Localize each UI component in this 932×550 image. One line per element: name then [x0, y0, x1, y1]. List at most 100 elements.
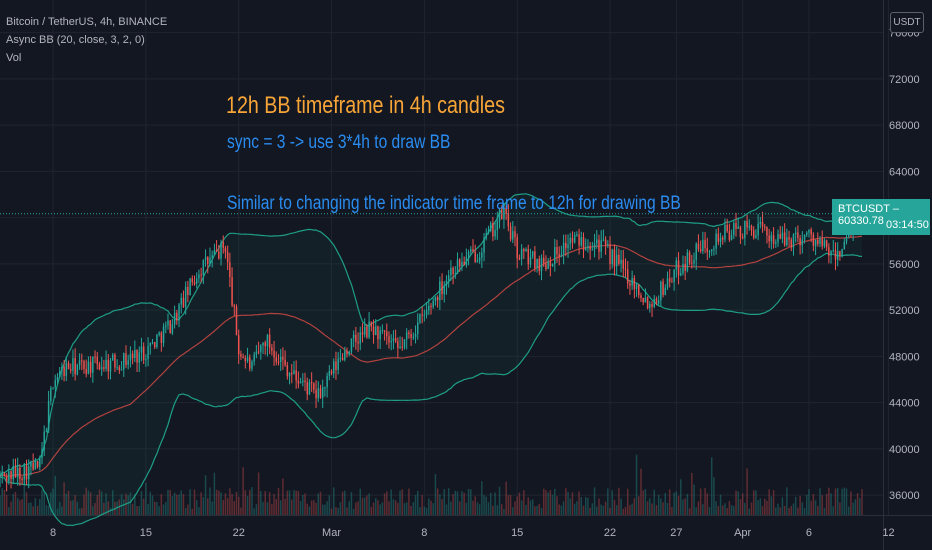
candle-body: [715, 233, 717, 249]
volume-bar: [766, 500, 768, 515]
volume-bar: [775, 507, 777, 515]
candle-body: [649, 303, 651, 309]
volume-bar: [746, 468, 748, 515]
candle-body: [523, 249, 525, 252]
candle-body: [156, 334, 158, 348]
candle-body: [357, 341, 359, 344]
candle-body: [381, 330, 384, 332]
volume-bar: [609, 507, 611, 515]
candle-body: [419, 314, 421, 323]
candle-body: [582, 237, 585, 250]
y-tick-label: 44000: [889, 398, 920, 410]
volume-bar: [363, 497, 366, 515]
candle-body: [226, 252, 229, 263]
volume-bar: [405, 502, 408, 515]
volume-bar: [748, 508, 751, 515]
volume-bar: [556, 496, 558, 515]
volume-bar: [512, 507, 514, 515]
candle-body: [268, 334, 271, 348]
volume-bar: [341, 491, 344, 515]
volume-bar: [527, 497, 530, 515]
annotation-sync[interactable]: sync = 3 -> use 3*4h to draw BB: [227, 132, 451, 153]
candle-body: [344, 351, 346, 360]
candle-body: [244, 357, 247, 361]
candle-body: [801, 239, 804, 246]
volume-bar: [633, 498, 636, 515]
candle-body: [626, 269, 629, 284]
candle-body: [299, 382, 302, 384]
candle-body: [724, 224, 726, 240]
volume-bar: [58, 501, 61, 515]
volume-bar: [626, 488, 629, 515]
candle-body: [52, 387, 54, 389]
legend-symbol[interactable]: Bitcoin / TetherUS, 4h, BINANCE: [6, 16, 168, 28]
volume-bar: [611, 490, 613, 515]
volume-bar: [339, 502, 342, 515]
candle-body: [116, 367, 118, 369]
candle-body: [134, 349, 136, 359]
candle-body: [748, 225, 751, 228]
candle-body: [291, 372, 293, 375]
annotation-title[interactable]: 12h BB timeframe in 4h candles: [226, 92, 505, 119]
volume-bar: [474, 496, 476, 515]
candle-body: [127, 360, 129, 365]
candle-body: [158, 332, 160, 335]
candle-body: [10, 471, 12, 480]
volume-bar: [83, 494, 85, 515]
volume-bar: [737, 491, 739, 515]
candle-body: [414, 333, 417, 337]
candle-body: [253, 354, 255, 362]
candle-body: [54, 380, 57, 388]
volume-bar: [607, 488, 609, 515]
candle-body: [693, 259, 695, 264]
candle-body: [673, 269, 675, 282]
candle-body: [461, 261, 463, 267]
candle-body: [781, 232, 784, 239]
candle-body: [439, 281, 441, 301]
candle-body: [759, 221, 762, 224]
volume-bar: [41, 489, 43, 515]
volume-bar: [819, 488, 821, 515]
candle-body: [405, 332, 408, 340]
volume-bar: [832, 506, 835, 515]
candle-body: [293, 370, 295, 375]
volume-bar: [600, 504, 602, 515]
volume-bar: [74, 495, 76, 515]
volume-bar: [635, 454, 638, 515]
volume-bar: [763, 498, 766, 515]
candle-body: [182, 297, 185, 307]
candle-body: [542, 257, 545, 264]
volume-bar: [138, 506, 140, 515]
candle-body: [27, 466, 30, 480]
volume-bar: [32, 506, 34, 515]
candle-body: [180, 297, 182, 305]
candle-body: [25, 465, 28, 480]
annotation-similar[interactable]: Similar to changing the indicator time f…: [227, 193, 681, 214]
legend-volume[interactable]: Vol: [6, 52, 22, 64]
candle-body: [233, 305, 236, 307]
volume-bar: [810, 500, 812, 515]
volume-bar: [156, 501, 158, 515]
x-tick-label: 22: [604, 527, 616, 539]
volume-bar: [430, 500, 432, 515]
candle-body: [772, 235, 775, 244]
volume-bar: [94, 503, 96, 515]
candle-body: [571, 237, 574, 243]
volume-bar: [523, 490, 525, 515]
volume-bar: [682, 499, 684, 515]
volume-bar: [403, 503, 406, 515]
volume-bar: [344, 490, 346, 515]
volume-bar: [182, 494, 185, 515]
candle-body: [467, 251, 470, 257]
candle-body: [828, 247, 830, 256]
candle-body: [472, 249, 474, 252]
volume-bar: [485, 496, 488, 515]
legend-indicator[interactable]: Async BB (20, close, 3, 2, 0): [6, 34, 145, 46]
candle-body: [310, 382, 313, 384]
candle-body: [797, 232, 799, 238]
volume-bar: [836, 487, 839, 515]
currency-badge[interactable]: USDT: [890, 12, 924, 33]
volume-bar: [100, 491, 103, 515]
